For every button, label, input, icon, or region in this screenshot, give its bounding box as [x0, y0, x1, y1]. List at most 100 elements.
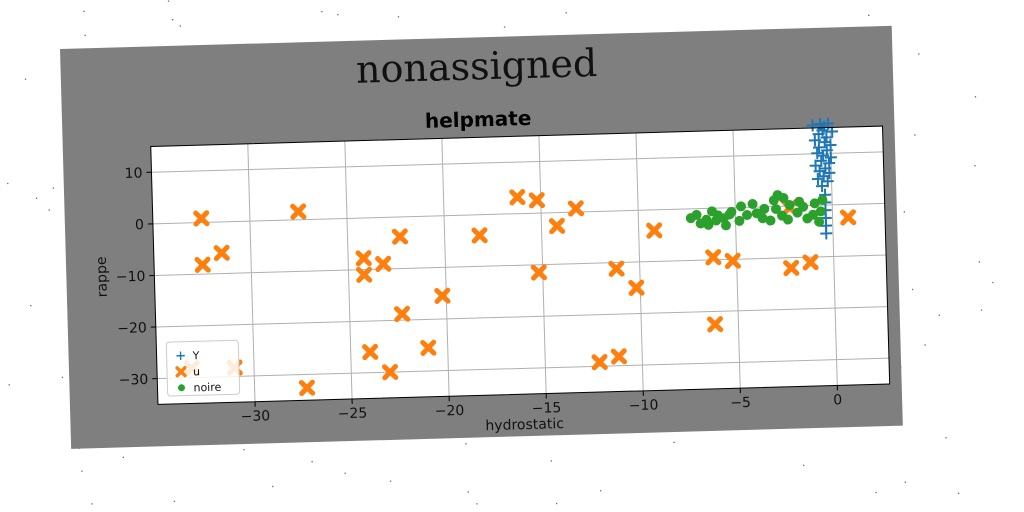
noise-speck	[179, 25, 181, 27]
y-tick-label: −30	[119, 372, 149, 389]
scatter-point	[695, 218, 706, 229]
scatter-point	[815, 206, 826, 217]
x-marker	[706, 316, 724, 333]
legend: Yu noire	[165, 339, 241, 397]
x-tick-label: −25	[337, 406, 367, 423]
x-marker	[393, 305, 411, 323]
y-tick-label: −20	[117, 320, 147, 337]
noise-speck	[556, 502, 558, 505]
x-marker	[193, 210, 210, 227]
scatter-point	[747, 199, 758, 210]
noise-speck	[30, 305, 32, 307]
noise-speck	[978, 261, 980, 263]
noise-speck	[7, 182, 9, 185]
scatter-point	[817, 195, 828, 206]
x-marker	[724, 252, 741, 269]
chart-title: helpmate	[425, 106, 532, 133]
noise-speck	[84, 34, 86, 36]
scatter-point	[711, 215, 722, 226]
noise-speck	[903, 211, 905, 213]
y-grid-line	[155, 306, 888, 328]
noise-speck	[167, 0, 170, 2]
y-grid-line	[154, 254, 887, 276]
scatter-point	[765, 215, 776, 226]
x-marker	[802, 254, 819, 271]
x-marker	[194, 256, 211, 273]
noise-speck	[83, 10, 85, 12]
legend-marker-u	[175, 366, 187, 378]
plus-marker	[824, 151, 837, 164]
noise-speck	[868, 14, 870, 16]
noise-speck	[172, 19, 174, 21]
scatter-point	[742, 210, 753, 221]
noise-speck	[503, 26, 506, 28]
x-tick-label: −5	[730, 395, 751, 412]
noise-speck	[61, 376, 64, 378]
noise-speck	[945, 437, 947, 439]
x-marker	[646, 222, 663, 239]
noise-speck	[8, 384, 10, 386]
noise-speck	[924, 344, 926, 346]
noise-speck	[321, 11, 323, 13]
x-marker	[362, 343, 379, 361]
noise-speck	[914, 134, 916, 136]
plus-marker	[812, 141, 825, 154]
x-marker	[608, 260, 625, 277]
noise-speck	[465, 443, 467, 445]
noise-speck	[803, 464, 805, 466]
noise-speck	[337, 14, 339, 16]
x-marker	[420, 339, 437, 356]
x-marker	[355, 266, 373, 283]
x-marker	[567, 200, 585, 217]
x-tick-label: −10	[629, 397, 659, 414]
plus-marker	[806, 119, 819, 132]
noise-speck	[550, 460, 552, 462]
plus-marker	[808, 134, 821, 147]
y-tick-label: 10	[124, 166, 142, 182]
figure-card: nonassigned helpmate −30 −25 −20 −15 −10 −5 0 1…	[60, 25, 903, 449]
x-marker	[355, 250, 372, 267]
grid-lines	[151, 127, 889, 402]
noise-speck	[389, 480, 392, 482]
legend-items: Yu noire	[175, 349, 222, 395]
x-marker	[509, 189, 526, 206]
x-tick-label: −20	[435, 403, 465, 420]
noise-speck	[980, 309, 983, 311]
noise-speck	[912, 288, 914, 291]
noise-speck	[565, 12, 567, 14]
scatter-point	[771, 204, 782, 215]
noise-speck	[476, 503, 478, 505]
noise-speck	[52, 187, 55, 189]
x-marker	[591, 353, 608, 371]
legend-marker-noire	[178, 384, 186, 392]
plus-marker	[815, 180, 829, 193]
scatter-point	[720, 220, 731, 231]
scatter-point	[809, 198, 820, 209]
noise-speck	[48, 209, 50, 211]
series-noire	[685, 190, 828, 231]
scatter-point	[782, 214, 793, 225]
legend-label: noire	[193, 381, 221, 395]
plus-marker	[812, 128, 825, 141]
plus-marker	[820, 227, 833, 240]
noise-speck	[24, 78, 27, 80]
scatter-point	[794, 196, 805, 207]
scatter-point	[735, 201, 746, 212]
y-tick-label: −10	[116, 269, 146, 286]
noise-speck	[938, 314, 940, 316]
x-marker	[610, 348, 628, 365]
noise-speck	[173, 500, 176, 502]
noise-speck	[397, 16, 400, 18]
noise-speck	[992, 281, 994, 284]
scatter-point	[772, 190, 783, 201]
x-marker	[434, 287, 451, 304]
noise-speck	[957, 492, 960, 494]
noise-speck	[673, 441, 675, 443]
plus-marker	[811, 172, 824, 185]
x-marker	[381, 363, 399, 381]
noise-speck	[904, 481, 906, 483]
scatter-point	[814, 216, 825, 227]
noise-speck	[467, 491, 469, 493]
y-axis-label: rappe	[94, 256, 111, 297]
